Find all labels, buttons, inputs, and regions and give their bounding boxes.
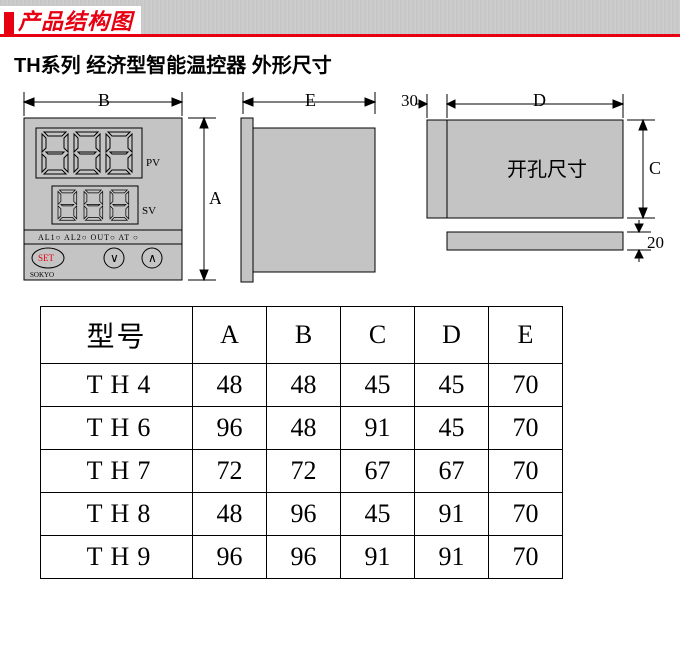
side-body bbox=[253, 128, 375, 272]
dim-cell: 96 bbox=[193, 407, 267, 450]
dim-D-label: D bbox=[533, 90, 546, 110]
model-cell: TH8 bbox=[41, 493, 193, 536]
header-B: B bbox=[267, 307, 341, 364]
dim-cell: 48 bbox=[193, 364, 267, 407]
dim-cell: 91 bbox=[415, 493, 489, 536]
brand-label: SOKYO bbox=[30, 271, 54, 279]
dim-cell: 70 bbox=[489, 364, 563, 407]
dim-cell: 91 bbox=[341, 536, 415, 579]
dim-A-label: A bbox=[209, 188, 221, 208]
dim-cell: 48 bbox=[267, 364, 341, 407]
dim-cell: 67 bbox=[415, 450, 489, 493]
dim-cell: 67 bbox=[341, 450, 415, 493]
svg-text:∧: ∧ bbox=[148, 251, 157, 265]
header-E: E bbox=[489, 307, 563, 364]
dim-cell: 45 bbox=[415, 364, 489, 407]
sv-label: SV bbox=[142, 205, 156, 217]
header-A: A bbox=[193, 307, 267, 364]
indicator-labels: AL1○ AL2○ OUT○ AT ○ bbox=[38, 233, 139, 242]
dim-B-label: B bbox=[98, 90, 110, 110]
header-bar: 产品结构图 bbox=[0, 0, 680, 34]
subtitle: TH系列 经济型智能温控器 外形尺寸 bbox=[14, 49, 668, 78]
dim-cell: 72 bbox=[193, 450, 267, 493]
side-panel-diagram: E bbox=[225, 88, 394, 288]
dimension-table: 型号 A B C D E TH44848454570TH69648914570T… bbox=[40, 306, 563, 579]
header-C: C bbox=[341, 307, 415, 364]
dim-cell: 91 bbox=[341, 407, 415, 450]
dim-cell: 70 bbox=[489, 450, 563, 493]
diagram-row: B PV SV AL1○ AL2○ OUT○ AT ○ bbox=[12, 88, 668, 288]
table-row: TH77272676770 bbox=[41, 450, 563, 493]
model-cell: TH4 bbox=[41, 364, 193, 407]
front-panel-diagram: B PV SV AL1○ AL2○ OUT○ AT ○ bbox=[12, 88, 221, 288]
model-cell: TH6 bbox=[41, 407, 193, 450]
table-row: TH44848454570 bbox=[41, 364, 563, 407]
header-accent-block bbox=[4, 12, 14, 34]
model-cell: TH9 bbox=[41, 536, 193, 579]
header-title-container: 产品结构图 bbox=[0, 6, 141, 34]
dim-cell: 96 bbox=[267, 536, 341, 579]
dim-E-label: E bbox=[305, 90, 316, 110]
dim-C-label: C bbox=[649, 158, 661, 178]
cutout-diagram: 30 D 开孔尺寸 bbox=[399, 88, 668, 288]
dim-cell: 96 bbox=[267, 493, 341, 536]
depth-30-label: 30 bbox=[401, 91, 418, 110]
dim-cell: 45 bbox=[341, 364, 415, 407]
dim-cell: 70 bbox=[489, 536, 563, 579]
header-title: 产品结构图 bbox=[18, 10, 133, 34]
dim-cell: 91 bbox=[415, 536, 489, 579]
dim-cell: 48 bbox=[267, 407, 341, 450]
pv-label: PV bbox=[146, 157, 160, 169]
dim-cell: 72 bbox=[267, 450, 341, 493]
svg-text:∨: ∨ bbox=[110, 251, 119, 265]
model-cell: TH7 bbox=[41, 450, 193, 493]
dim-cell: 48 bbox=[193, 493, 267, 536]
set-button-label: SET bbox=[38, 253, 55, 263]
bottom-20-label: 20 bbox=[647, 233, 664, 252]
table-row: TH84896459170 bbox=[41, 493, 563, 536]
dim-cell: 45 bbox=[341, 493, 415, 536]
table-row: TH69648914570 bbox=[41, 407, 563, 450]
dim-cell: 70 bbox=[489, 407, 563, 450]
dim-cell: 70 bbox=[489, 493, 563, 536]
table-header-row: 型号 A B C D E bbox=[41, 307, 563, 364]
cutout-text: 开孔尺寸 bbox=[507, 158, 587, 181]
header-D: D bbox=[415, 307, 489, 364]
table-row: TH99696919170 bbox=[41, 536, 563, 579]
dim-cell: 96 bbox=[193, 536, 267, 579]
header-model: 型号 bbox=[41, 307, 193, 364]
dim-cell: 45 bbox=[415, 407, 489, 450]
